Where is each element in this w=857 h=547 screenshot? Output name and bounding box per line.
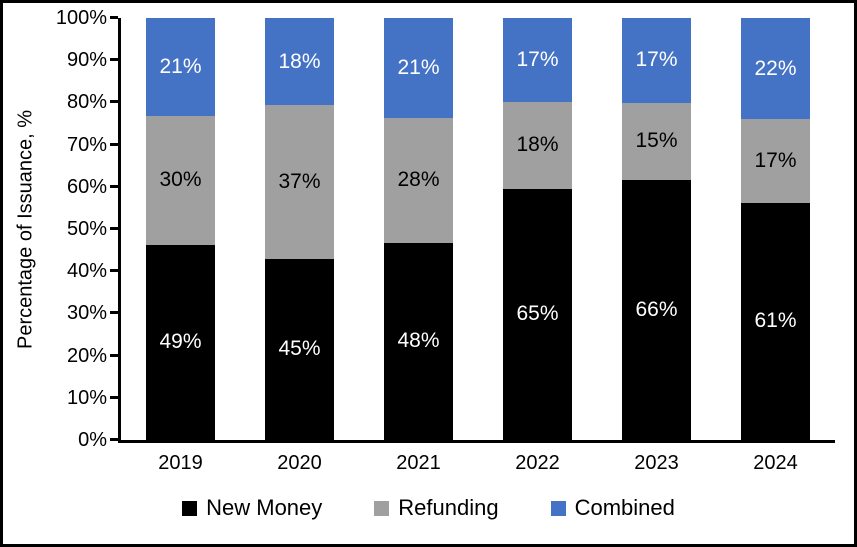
data-label: 22% — [754, 56, 797, 80]
y-tick-label: 50% — [66, 218, 107, 240]
bar-segment-new-money: 65% — [502, 188, 572, 440]
bar-column-2019: 49% 30% 21% — [121, 18, 240, 440]
bar-segment-refunding: 15% — [621, 102, 691, 181]
data-label: 17% — [754, 148, 797, 172]
data-label: 45% — [278, 337, 321, 361]
y-axis-tick-mark — [110, 438, 118, 441]
data-label: 28% — [397, 168, 440, 192]
stacked-bar: 65% 18% 17% — [502, 18, 572, 440]
legend-swatch-icon — [374, 500, 390, 516]
bar-column-2021: 48% 28% 21% — [359, 18, 478, 440]
bar-segment-refunding: 37% — [264, 105, 334, 259]
legend-label: Combined — [574, 495, 675, 520]
data-label: 15% — [635, 129, 678, 153]
stacked-bar: 61% 17% 22% — [740, 18, 810, 440]
y-tick-label: 100% — [55, 7, 107, 29]
data-label: 21% — [159, 54, 202, 78]
y-tick-label: 40% — [66, 260, 107, 283]
bar-segment-new-money: 48% — [383, 242, 453, 440]
bar-segment-new-money: 49% — [145, 244, 215, 440]
y-tick-label: 80% — [66, 91, 107, 114]
data-label: 37% — [278, 169, 321, 193]
data-label: 17% — [635, 48, 678, 72]
plot-area: 49% 30% 21% 45% 37% 18% 48% 28% 21% 65% 18% 17% 66% 1… — [110, 16, 835, 443]
bar-column-2022: 65% 18% 17% — [478, 18, 597, 440]
y-tick-label: 70% — [66, 133, 107, 156]
y-axis-tick-mark — [110, 395, 118, 399]
y-axis-tick-mark — [110, 100, 118, 104]
data-label: 21% — [397, 55, 440, 79]
data-label: 48% — [397, 329, 440, 353]
legend-label: New Money — [206, 495, 323, 520]
bar-segment-combined: 21% — [383, 18, 453, 118]
data-label: 61% — [754, 309, 797, 333]
bar-segment-refunding: 18% — [502, 101, 572, 189]
bar-segment-new-money: 45% — [264, 258, 334, 440]
stacked-bar: 49% 30% 21% — [145, 18, 215, 440]
bar-segment-combined: 18% — [264, 18, 334, 105]
data-label: 17% — [516, 47, 559, 71]
y-axis-tick-mark — [110, 269, 118, 273]
x-axis-label-2024: 2024 — [753, 452, 798, 474]
y-axis-tick-mark — [110, 16, 118, 19]
data-label: 30% — [159, 168, 202, 191]
bar-segment-combined: 21% — [145, 18, 215, 116]
data-label: 18% — [516, 133, 559, 156]
data-label: 49% — [159, 330, 202, 354]
bar-column-2023: 66% 15% 17% — [597, 17, 716, 440]
x-axis-label-2019: 2019 — [158, 452, 203, 474]
legend: New Money Refunding Combined — [3, 495, 854, 521]
bar-column-2020: 45% 37% 18% — [240, 18, 359, 440]
stacked-bar: 66% 15% 17% — [621, 17, 691, 440]
bar-segment-refunding: 17% — [740, 119, 810, 203]
y-axis-tick-labels: 0% 10% 20% 30% 40% 50% 60% 70% 80% 90% 100% — [3, 8, 107, 450]
y-axis-tick-mark — [110, 227, 118, 230]
bar-segment-combined: 22% — [740, 18, 810, 119]
legend-swatch-icon — [550, 500, 566, 516]
y-axis-tick-mark — [110, 311, 118, 315]
y-axis-tick-mark — [110, 142, 118, 146]
y-tick-label: 90% — [66, 49, 107, 72]
legend-item-refunding: Refunding — [374, 495, 499, 521]
stacked-bar: 48% 28% 21% — [383, 18, 453, 440]
y-tick-label: 0% — [78, 429, 107, 451]
stacked-bar: 45% 37% 18% — [264, 18, 334, 440]
x-axis-label-2020: 2020 — [277, 452, 322, 474]
bar-segment-combined: 17% — [621, 17, 691, 103]
x-axis-label-2022: 2022 — [515, 452, 560, 474]
bar-segment-new-money: 61% — [740, 202, 810, 440]
data-label: 18% — [278, 49, 321, 73]
data-label: 66% — [635, 298, 678, 322]
data-label: 65% — [516, 302, 559, 326]
y-axis-tick-mark — [110, 184, 118, 188]
legend-item-combined: Combined — [550, 495, 675, 521]
bar-column-2024: 61% 17% 22% — [716, 18, 835, 440]
y-axis-tick-mark — [110, 58, 118, 62]
legend-swatch-icon — [182, 500, 198, 516]
bar-segment-combined: 17% — [502, 18, 572, 102]
y-tick-label: 20% — [66, 344, 107, 367]
legend-label: Refunding — [398, 495, 499, 520]
x-axis-category-labels: 2019 2020 2021 2022 2023 2024 — [121, 452, 835, 475]
x-axis-label-2021: 2021 — [396, 452, 441, 474]
legend-item-new-money: New Money — [182, 495, 322, 521]
bar-segment-refunding: 28% — [383, 117, 453, 243]
bar-segment-new-money: 66% — [621, 180, 691, 440]
y-tick-label: 60% — [66, 175, 107, 198]
y-axis-tick-mark — [110, 353, 118, 357]
y-tick-label: 30% — [66, 302, 107, 325]
bar-segment-refunding: 30% — [145, 115, 215, 245]
y-tick-label: 10% — [66, 386, 107, 409]
x-axis-label-2023: 2023 — [634, 452, 679, 474]
